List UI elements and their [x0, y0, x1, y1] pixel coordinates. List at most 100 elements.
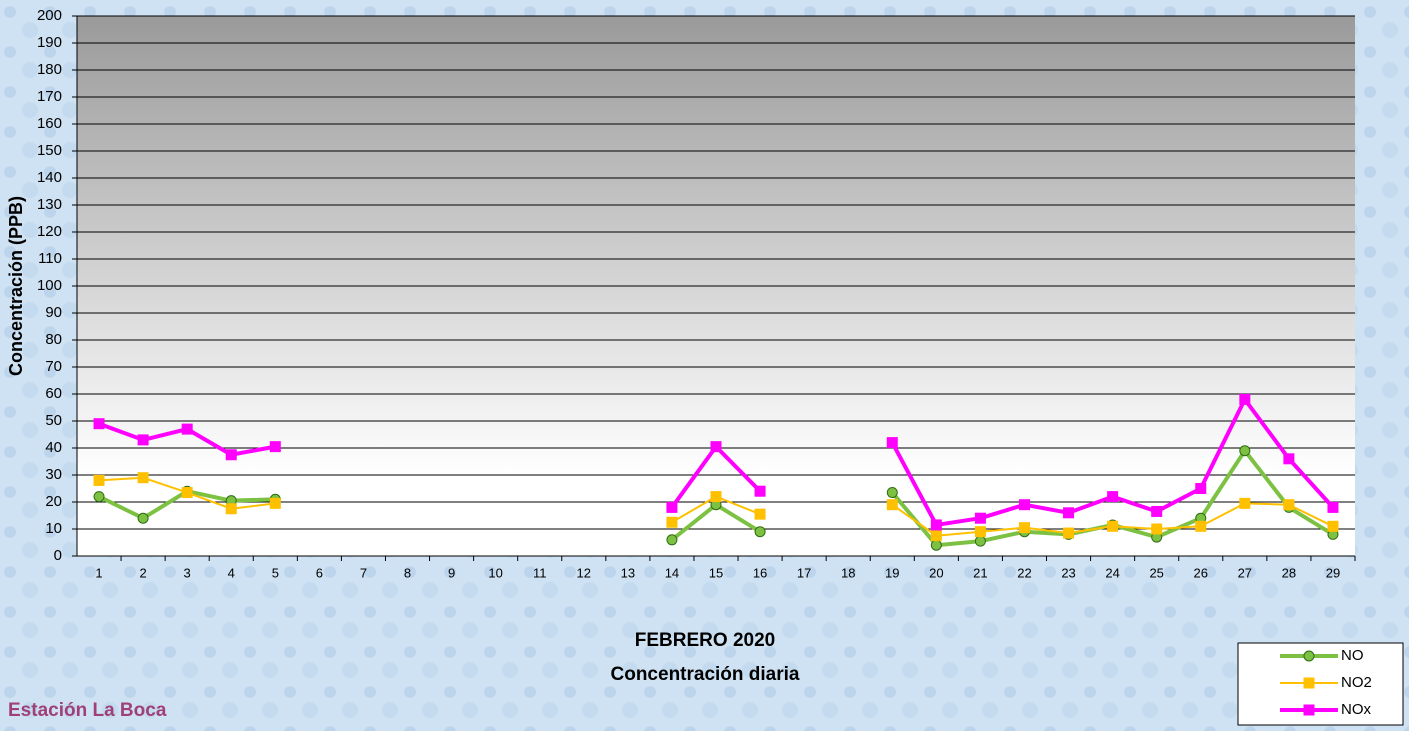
marker	[137, 434, 149, 446]
y-tick-label: 160	[37, 115, 62, 132]
marker	[181, 487, 193, 499]
marker	[1151, 523, 1163, 535]
marker	[1063, 507, 1075, 519]
marker	[1107, 491, 1119, 503]
x-tick-label: 5	[272, 565, 279, 580]
y-tick-label: 180	[37, 61, 62, 78]
x-tick-label: 10	[488, 565, 502, 580]
marker	[1283, 453, 1295, 465]
marker	[754, 526, 766, 538]
marker	[181, 423, 193, 435]
x-tick-label: 27	[1238, 565, 1252, 580]
y-tick-label: 60	[45, 385, 62, 402]
x-tick-label: 2	[139, 565, 146, 580]
x-tick-label: 18	[841, 565, 855, 580]
marker	[754, 485, 766, 497]
y-tick-label: 40	[45, 439, 62, 456]
marker	[1195, 483, 1207, 494]
y-tick-label: 150	[37, 142, 62, 159]
x-tick-label: 24	[1105, 565, 1119, 580]
marker	[886, 487, 898, 499]
x-tick-label: 11	[533, 565, 547, 580]
x-tick-label: 21	[973, 565, 987, 580]
x-tick-label: 26	[1194, 565, 1208, 580]
marker	[1239, 497, 1251, 509]
x-tick-label: 19	[885, 565, 899, 580]
x-tick-label: 29	[1326, 565, 1340, 580]
y-tick-label: 120	[37, 223, 62, 240]
marker	[137, 472, 149, 484]
marker	[1107, 520, 1119, 532]
y-tick-label: 130	[37, 196, 62, 213]
marker	[1283, 499, 1295, 511]
marker	[1327, 520, 1339, 532]
x-tick-label: 8	[404, 565, 411, 580]
marker	[754, 508, 766, 520]
marker	[886, 499, 898, 511]
y-tick-label: 70	[45, 358, 62, 375]
marker	[710, 491, 722, 503]
marker	[269, 441, 281, 453]
chart-subtitle: Concentración diaria	[611, 664, 800, 685]
marker	[1303, 677, 1315, 689]
marker	[1195, 520, 1207, 532]
x-tick-label: 23	[1061, 565, 1075, 580]
x-tick-label: 17	[797, 565, 811, 580]
legend-label: NO	[1341, 647, 1364, 664]
x-tick-label: 20	[929, 565, 943, 580]
y-tick-label: 10	[45, 520, 62, 537]
marker	[666, 534, 678, 546]
x-tick-label: 4	[228, 565, 235, 580]
x-tick-label: 3	[184, 565, 191, 580]
y-tick-label: 30	[45, 466, 62, 483]
marker	[886, 437, 898, 449]
y-tick-label: 140	[37, 169, 62, 186]
marker	[1327, 501, 1339, 513]
legend-label: NO2	[1341, 674, 1372, 691]
y-tick-label: 110	[38, 250, 62, 267]
station-label: Estación La Boca	[8, 700, 167, 721]
y-tick-label: 170	[37, 88, 62, 105]
marker	[974, 512, 986, 524]
marker	[1239, 393, 1251, 405]
marker	[974, 526, 986, 538]
y-tick-label: 90	[45, 304, 62, 321]
legend-label: NOx	[1341, 701, 1372, 718]
marker	[269, 497, 281, 509]
y-tick-label: 200	[37, 7, 62, 24]
marker	[93, 418, 105, 430]
x-tick-label: 22	[1017, 565, 1031, 580]
marker	[666, 501, 678, 513]
marker	[137, 512, 149, 524]
marker	[1303, 704, 1315, 716]
marker	[225, 449, 237, 461]
y-tick-label: 0	[54, 547, 62, 564]
y-tick-label: 20	[45, 493, 62, 510]
marker	[930, 519, 942, 531]
x-tick-label: 6	[316, 565, 323, 580]
y-tick-label: 100	[37, 277, 62, 294]
x-tick-label: 15	[709, 565, 723, 580]
marker	[1239, 445, 1251, 457]
y-tick-label: 50	[45, 412, 62, 429]
marker	[1151, 505, 1163, 517]
x-tick-label: 14	[665, 565, 679, 580]
x-tick-label: 25	[1149, 565, 1163, 580]
chart-title: FEBRERO 2020	[635, 630, 775, 651]
y-tick-label: 190	[37, 34, 62, 51]
marker	[1063, 527, 1075, 539]
marker	[666, 516, 678, 528]
marker	[93, 491, 105, 503]
marker	[1018, 522, 1030, 534]
x-tick-label: 16	[753, 565, 767, 580]
marker	[930, 539, 942, 551]
x-tick-label: 28	[1282, 565, 1296, 580]
y-axis-label: Concentración (PPB)	[6, 196, 26, 376]
marker	[225, 503, 237, 515]
marker	[93, 474, 105, 486]
x-tick-label: 1	[95, 565, 102, 580]
x-tick-label: 7	[360, 565, 367, 580]
x-tick-label: 13	[621, 565, 635, 580]
x-tick-label: 9	[448, 565, 455, 580]
